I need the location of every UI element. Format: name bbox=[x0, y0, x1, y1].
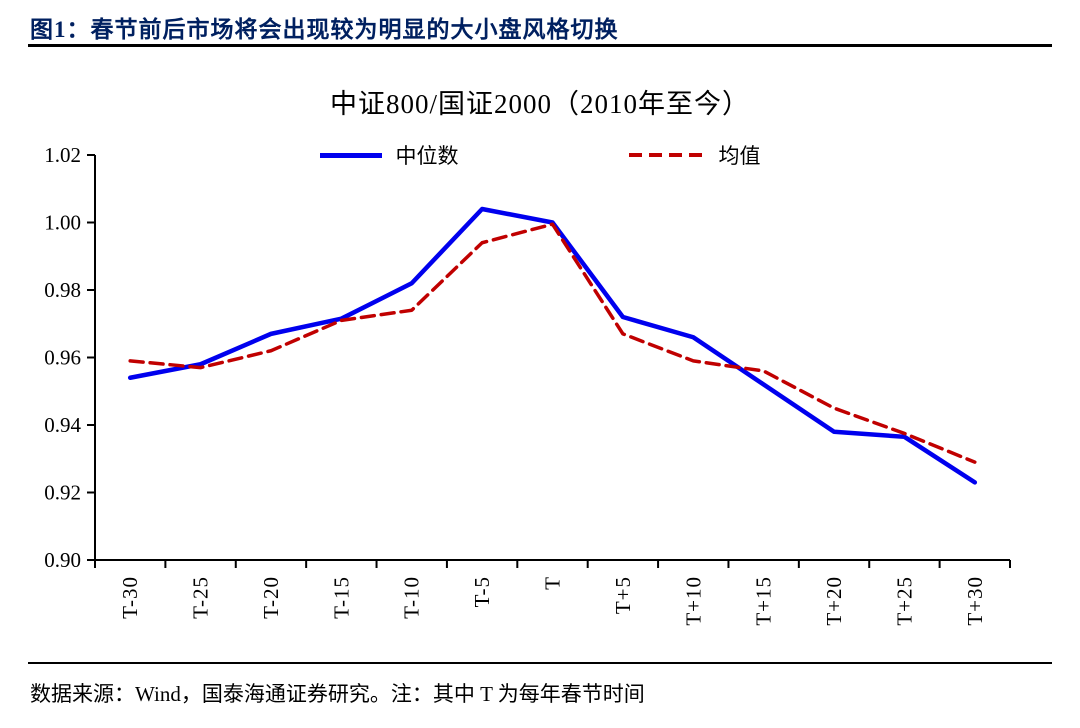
y-tick-label: 0.92 bbox=[44, 481, 81, 505]
legend-item-median: 中位数 bbox=[319, 140, 459, 170]
x-tick-label: T+20 bbox=[822, 576, 846, 626]
y-tick-label: 0.98 bbox=[44, 278, 81, 302]
median-series-line bbox=[127, 206, 978, 485]
x-tick-label: T+25 bbox=[892, 576, 916, 626]
mean-legend-label: 均值 bbox=[718, 144, 761, 168]
footer-rule bbox=[28, 662, 1052, 664]
x-tick-label: T bbox=[541, 576, 565, 590]
x-tick-label: T+10 bbox=[681, 576, 705, 626]
y-tick-label: 1.02 bbox=[44, 143, 81, 167]
x-tick-label: T+5 bbox=[611, 576, 635, 614]
x-tick-label: T+30 bbox=[963, 576, 987, 626]
header-rule bbox=[28, 44, 1052, 47]
x-tick-label: T-30 bbox=[118, 576, 142, 619]
x-tick-label: T-5 bbox=[470, 576, 494, 607]
figure-title: 图1：春节前后市场将会出现较为明显的大小盘风格切换 bbox=[30, 17, 619, 42]
chart-legend: 中位数 均值 bbox=[0, 140, 1080, 170]
y-tick-label: 0.96 bbox=[44, 346, 81, 370]
x-tick-label: T-25 bbox=[189, 576, 213, 619]
x-tick-label: T+15 bbox=[752, 576, 776, 626]
x-tick-label: T-10 bbox=[400, 576, 424, 619]
y-tick-label: 1.00 bbox=[44, 211, 81, 235]
mean-series-line bbox=[128, 222, 977, 464]
x-tick-label: T-15 bbox=[329, 576, 353, 619]
median-legend-label: 中位数 bbox=[395, 144, 459, 168]
figure-header: 图1：春节前后市场将会出现较为明显的大小盘风格切换 bbox=[30, 10, 1050, 44]
source-note: 数据来源：Wind，国泰海通证券研究。注：其中 T 为每年春节时间 bbox=[30, 682, 645, 706]
y-tick-label: 0.94 bbox=[44, 413, 81, 437]
mean-line-swatch bbox=[628, 153, 705, 157]
x-tick-label: T-20 bbox=[259, 576, 283, 619]
legend-item-mean: 均值 bbox=[628, 140, 761, 170]
median-line-swatch bbox=[319, 152, 382, 158]
line-chart: 0.90 0.92 0.94 0.96 0.98 1.00 1.02 T-30 T-25 T-20… bbox=[44, 143, 1011, 626]
chart-title: 中证800/国证2000（2010年至今） bbox=[329, 89, 750, 119]
y-tick-label: 0.90 bbox=[44, 548, 81, 572]
